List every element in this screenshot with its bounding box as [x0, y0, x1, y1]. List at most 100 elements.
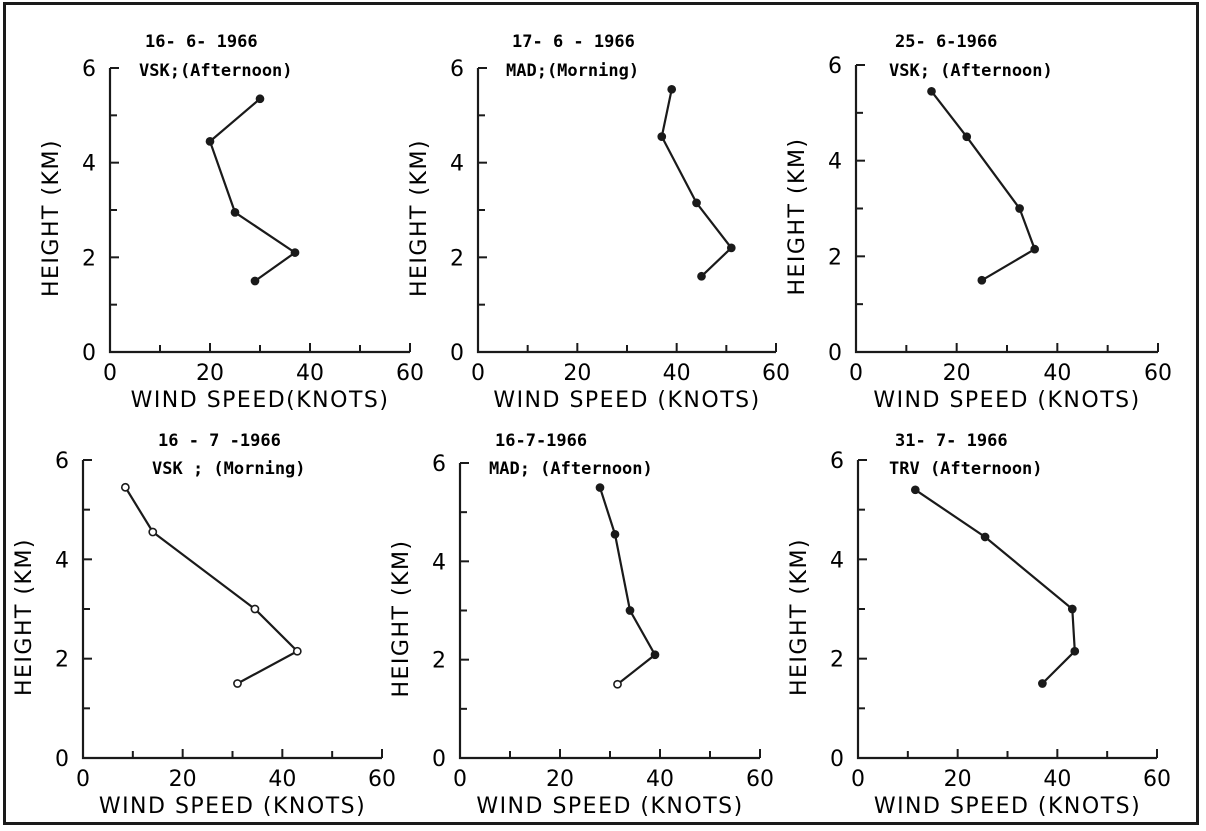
data-point	[205, 137, 215, 146]
chart-title: 16 - 7 -1966	[158, 431, 281, 451]
y-tick-label: 4	[55, 548, 69, 573]
y-tick-label: 4	[450, 152, 464, 177]
data-point	[255, 94, 265, 104]
y-tick-label: 4	[82, 152, 96, 177]
y-tick-label: 4	[828, 150, 842, 175]
data-point	[250, 604, 260, 614]
data-point	[595, 483, 605, 492]
data-point	[1030, 244, 1040, 254]
data-point	[233, 679, 242, 688]
series-line	[208, 97, 297, 282]
x-tick-label: 60	[396, 361, 424, 386]
chart-axes	[856, 460, 1157, 760]
x-tick-label: 60	[762, 361, 790, 386]
y-tick-label: 6	[450, 57, 464, 82]
data-point	[120, 482, 130, 492]
chart-title: 31- 7- 1966	[895, 431, 1008, 451]
data-point	[667, 84, 677, 94]
x-tick-label: 20	[196, 361, 224, 386]
y-axis-title: HEIGHT (KM)	[787, 538, 812, 696]
x-tick-label: 20	[943, 361, 971, 386]
y-tick-label: 4	[432, 550, 446, 575]
figure-frame	[3, 2, 1199, 825]
x-axis-title: WIND SPEED (KNOTS)	[873, 388, 1140, 413]
x-axis-title: WIND SPEED (KNOTS)	[493, 388, 760, 413]
series-line	[124, 486, 300, 685]
x-axis-title: WIND SPEED (KNOTS)	[874, 794, 1141, 819]
x-axis-title: WIND SPEED(KNOTS)	[131, 388, 390, 413]
y-tick-label: 2	[828, 245, 842, 270]
chart-title: 17- 6 - 1966	[512, 32, 635, 52]
y-tick-label: 0	[55, 747, 69, 772]
x-tick-label: 0	[76, 767, 90, 792]
x-tick-label: 40	[296, 361, 324, 386]
y-axis-title: HEIGHT (KM)	[407, 139, 432, 297]
data-point	[657, 132, 667, 141]
y-tick-label: 0	[828, 341, 842, 366]
y-tick-label: 2	[82, 246, 96, 271]
chart-subtitle: VSK; (Afternoon)	[889, 61, 1053, 81]
y-axis-title: HEIGHT (KM)	[39, 139, 64, 297]
y-tick-label: 6	[432, 452, 446, 477]
x-tick-label: 60	[746, 767, 774, 792]
data-point	[977, 275, 987, 285]
x-tick-label: 40	[1043, 767, 1071, 792]
data-point	[910, 485, 920, 495]
data-point	[1070, 646, 1080, 656]
y-axis-title: HEIGHT (KM)	[389, 539, 414, 697]
series-line	[930, 90, 1037, 282]
x-tick-label: 20	[546, 767, 574, 792]
data-point	[613, 679, 622, 689]
data-point	[250, 276, 260, 286]
x-tick-label: 60	[1143, 767, 1171, 792]
data-point	[1015, 204, 1024, 213]
x-tick-label: 20	[169, 767, 197, 792]
data-point	[692, 198, 701, 208]
chart-axes	[854, 65, 1158, 354]
y-tick-label: 6	[82, 57, 96, 82]
chart-subtitle: TRV (Afternoon)	[889, 459, 1043, 479]
x-tick-label: 40	[268, 767, 296, 792]
y-tick-label: 2	[432, 649, 446, 674]
data-point	[292, 646, 302, 656]
y-tick-label: 6	[55, 449, 69, 474]
x-axis-title: WIND SPEED (KNOTS)	[476, 794, 743, 819]
chart-subtitle: VSK;(Afternoon)	[139, 61, 293, 81]
x-tick-label: 0	[851, 767, 865, 792]
y-tick-label: 2	[450, 246, 464, 271]
chart-axes	[108, 68, 410, 354]
x-tick-label: 40	[646, 767, 674, 792]
data-point	[927, 86, 936, 96]
x-tick-label: 0	[849, 361, 863, 386]
series-line	[598, 487, 657, 686]
y-tick-label: 0	[82, 341, 96, 366]
y-tick-label: 2	[55, 648, 69, 673]
y-tick-label: 2	[830, 648, 844, 673]
chart-title: 16-7-1966	[495, 431, 587, 451]
data-point	[230, 208, 240, 217]
data-point	[650, 650, 660, 660]
data-point	[610, 529, 620, 539]
x-tick-label: 60	[368, 767, 396, 792]
data-point	[962, 132, 972, 142]
x-axis-title: WIND SPEED (KNOTS)	[99, 794, 366, 819]
data-point	[148, 527, 158, 537]
y-tick-label: 4	[830, 548, 844, 573]
chart-title: 25- 6-1966	[895, 32, 997, 52]
chart-subtitle: MAD;(Morning)	[506, 61, 639, 81]
data-point	[980, 532, 990, 542]
data-point	[697, 271, 706, 281]
x-tick-label: 0	[453, 767, 467, 792]
x-tick-label: 20	[944, 767, 972, 792]
chart-subtitle: VSK ; (Morning)	[152, 459, 306, 479]
chart-subtitle: MAD; (Afternoon)	[489, 459, 653, 479]
x-tick-label: 40	[1043, 361, 1071, 386]
data-point	[1038, 679, 1047, 688]
y-tick-label: 0	[432, 747, 446, 772]
